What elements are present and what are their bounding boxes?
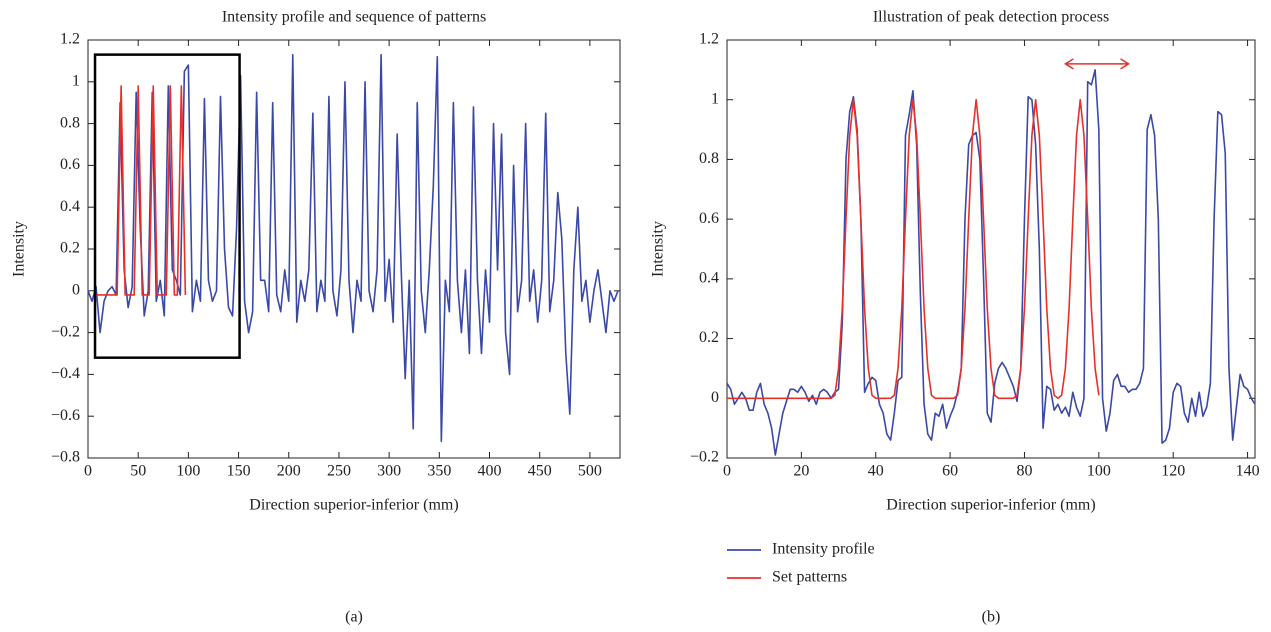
y-tick-label: 1.2 bbox=[699, 31, 719, 48]
x-tick-label: 140 bbox=[1236, 463, 1260, 480]
x-tick-label: 400 bbox=[478, 463, 502, 480]
y-tick-label: 0.4 bbox=[60, 198, 80, 215]
x-tick-label: 250 bbox=[327, 463, 351, 480]
x-tick-label: 150 bbox=[227, 463, 251, 480]
y-tick-label: −0.2 bbox=[51, 323, 80, 340]
x-tick-label: 500 bbox=[578, 463, 602, 480]
x-tick-label: 0 bbox=[84, 463, 92, 480]
highlight-box bbox=[93, 53, 241, 359]
y-tick-label: 0.6 bbox=[60, 156, 80, 173]
y-tick-label: 1.2 bbox=[60, 31, 80, 48]
y-axis-label: Intensity bbox=[650, 221, 667, 277]
y-tick-label: 0.2 bbox=[699, 329, 719, 346]
double-arrow bbox=[1063, 58, 1130, 70]
x-tick-label: 450 bbox=[528, 463, 552, 480]
plot-frame bbox=[726, 39, 1256, 459]
series-line bbox=[87, 53, 619, 443]
y-tick-label: −0.6 bbox=[51, 407, 80, 424]
x-tick-label: 300 bbox=[377, 463, 401, 480]
x-tick-label: 350 bbox=[427, 463, 451, 480]
x-tick-label: 0 bbox=[723, 463, 731, 480]
y-tick-label: 0.2 bbox=[60, 240, 80, 257]
y-tick-label: 0.6 bbox=[699, 210, 719, 227]
caption: (b) bbox=[982, 609, 1001, 626]
y-tick-label: −0.8 bbox=[51, 449, 80, 466]
x-tick-label: 40 bbox=[868, 463, 884, 480]
x-axis-label: Direction superior-inferior (mm) bbox=[886, 497, 1095, 514]
x-tick-label: 200 bbox=[277, 463, 301, 480]
x-tick-label: 100 bbox=[176, 463, 200, 480]
x-tick-label: 100 bbox=[1087, 463, 1111, 480]
legend-label: Intensity profile bbox=[772, 541, 875, 558]
y-tick-label: 0 bbox=[711, 389, 719, 406]
y-tick-label: 1 bbox=[711, 90, 719, 107]
series-line bbox=[726, 69, 1256, 456]
x-tick-label: 120 bbox=[1161, 463, 1185, 480]
series-line bbox=[96, 85, 187, 296]
y-tick-label: 0.8 bbox=[60, 114, 80, 131]
x-tick-label: 60 bbox=[942, 463, 958, 480]
y-tick-label: −0.4 bbox=[51, 365, 80, 382]
x-axis-label: Direction superior-inferior (mm) bbox=[249, 497, 458, 514]
x-tick-label: 50 bbox=[130, 463, 146, 480]
caption: (a) bbox=[345, 609, 363, 626]
legend-label: Set patterns bbox=[772, 569, 847, 586]
y-tick-label: −0.2 bbox=[690, 449, 719, 466]
y-axis-label: Intensity bbox=[11, 221, 28, 277]
y-tick-label: 0.4 bbox=[699, 270, 719, 287]
x-tick-label: 20 bbox=[793, 463, 809, 480]
y-tick-label: 1 bbox=[72, 72, 80, 89]
x-tick-label: 80 bbox=[1016, 463, 1032, 480]
series-line bbox=[727, 98, 1100, 400]
chart-title: Intensity profile and sequence of patter… bbox=[222, 9, 486, 26]
chart-title: Illustration of peak detection process bbox=[873, 9, 1109, 26]
y-tick-label: 0.8 bbox=[699, 150, 719, 167]
y-tick-label: 0 bbox=[72, 281, 80, 298]
